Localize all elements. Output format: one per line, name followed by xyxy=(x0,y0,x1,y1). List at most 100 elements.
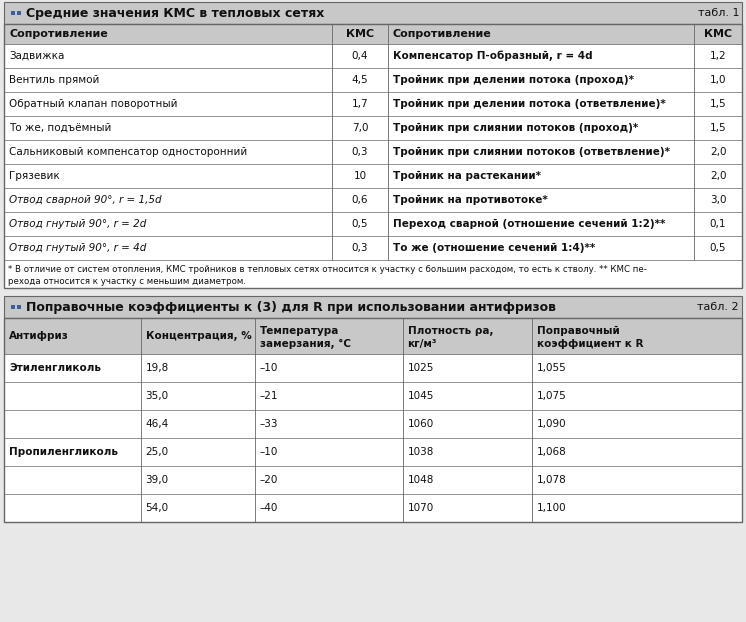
Text: Тройник на противотоке*: Тройник на противотоке* xyxy=(392,195,548,205)
Text: Тройник при слиянии потоков (ответвление)*: Тройник при слиянии потоков (ответвление… xyxy=(392,147,670,157)
Text: табл. 2: табл. 2 xyxy=(698,302,739,312)
Text: Этиленгликоль: Этиленгликоль xyxy=(9,363,101,373)
Bar xyxy=(4,116,742,140)
Bar xyxy=(17,305,21,309)
Bar xyxy=(4,140,742,164)
Text: КМС: КМС xyxy=(704,29,732,39)
Bar xyxy=(4,44,742,68)
Bar xyxy=(4,188,742,212)
Text: Грязевик: Грязевик xyxy=(9,171,60,181)
Text: Тройник при слиянии потоков (проход)*: Тройник при слиянии потоков (проход)* xyxy=(392,123,638,133)
Text: 1,100: 1,100 xyxy=(536,503,566,513)
Text: 35,0: 35,0 xyxy=(145,391,169,401)
Bar xyxy=(4,24,742,288)
Text: 1,7: 1,7 xyxy=(352,99,369,109)
Text: 1,0: 1,0 xyxy=(709,75,727,85)
Text: 0,5: 0,5 xyxy=(709,243,727,253)
Text: 1,075: 1,075 xyxy=(536,391,566,401)
Text: Сальниковый компенсатор односторонний: Сальниковый компенсатор односторонний xyxy=(9,147,247,157)
Text: 0,3: 0,3 xyxy=(352,243,369,253)
Text: рехода относится к участку с меньшим диаметром.: рехода относится к участку с меньшим диа… xyxy=(8,277,246,285)
Text: Задвижка: Задвижка xyxy=(9,51,64,61)
Text: 1,5: 1,5 xyxy=(709,123,727,133)
Bar xyxy=(4,318,742,522)
Text: Тройник при делении потока (ответвление)*: Тройник при делении потока (ответвление)… xyxy=(392,99,665,109)
Text: 2,0: 2,0 xyxy=(709,147,727,157)
Text: Температура: Температура xyxy=(260,325,339,336)
Text: Плотность ρа,: Плотность ρа, xyxy=(407,325,493,336)
Text: кг/м³: кг/м³ xyxy=(407,339,437,349)
Bar xyxy=(4,410,742,438)
Text: –33: –33 xyxy=(260,419,278,429)
Bar xyxy=(4,92,742,116)
Text: 1048: 1048 xyxy=(407,475,434,485)
Text: 1,078: 1,078 xyxy=(536,475,566,485)
Bar xyxy=(4,236,742,260)
Text: КМС: КМС xyxy=(346,29,374,39)
Bar xyxy=(4,318,742,354)
Text: –10: –10 xyxy=(260,363,278,373)
Text: 1,5: 1,5 xyxy=(709,99,727,109)
Text: Тройник при делении потока (проход)*: Тройник при делении потока (проход)* xyxy=(392,75,634,85)
Bar xyxy=(4,354,742,382)
Text: 1045: 1045 xyxy=(407,391,434,401)
Text: 1038: 1038 xyxy=(407,447,434,457)
Text: Средние значения КМС в тепловых сетях: Средние значения КМС в тепловых сетях xyxy=(26,6,325,19)
Text: 7,0: 7,0 xyxy=(352,123,369,133)
Text: Поправочный: Поправочный xyxy=(536,325,619,336)
Text: Пропиленгликоль: Пропиленгликоль xyxy=(9,447,118,457)
Text: Отвод гнутый 90°, r = 2d: Отвод гнутый 90°, r = 2d xyxy=(9,219,146,229)
Bar xyxy=(11,305,15,309)
Text: 1,068: 1,068 xyxy=(536,447,566,457)
Bar xyxy=(4,466,742,494)
Text: 1060: 1060 xyxy=(407,419,433,429)
Bar xyxy=(4,296,742,318)
Text: Тройник на растекании*: Тройник на растекании* xyxy=(392,171,541,181)
Text: 1025: 1025 xyxy=(407,363,434,373)
Text: 2,0: 2,0 xyxy=(709,171,727,181)
Bar xyxy=(11,11,15,15)
Text: 0,3: 0,3 xyxy=(352,147,369,157)
Text: 3,0: 3,0 xyxy=(709,195,727,205)
Text: Поправочные коэффициенты к (3) для R при использовании антифризов: Поправочные коэффициенты к (3) для R при… xyxy=(26,300,556,313)
Text: 0,1: 0,1 xyxy=(709,219,727,229)
Text: Обратный клапан поворотный: Обратный клапан поворотный xyxy=(9,99,178,109)
Text: –10: –10 xyxy=(260,447,278,457)
Text: Антифриз: Антифриз xyxy=(9,331,69,341)
Text: Отвод сварной 90°, r = 1,5d: Отвод сварной 90°, r = 1,5d xyxy=(9,195,162,205)
Text: замерзания, °С: замерзания, °С xyxy=(260,339,351,349)
Text: –40: –40 xyxy=(260,503,278,513)
Text: 0,4: 0,4 xyxy=(352,51,369,61)
Text: То же, подъёмный: То же, подъёмный xyxy=(9,123,111,133)
Text: 1,090: 1,090 xyxy=(536,419,566,429)
Text: 0,5: 0,5 xyxy=(352,219,369,229)
Text: –20: –20 xyxy=(260,475,278,485)
Text: Сопротивление: Сопротивление xyxy=(9,29,107,39)
Text: 10: 10 xyxy=(354,171,366,181)
Bar xyxy=(4,438,742,466)
Bar xyxy=(4,68,742,92)
Text: * В отличие от систем отопления, КМС тройников в тепловых сетях относится к учас: * В отличие от систем отопления, КМС тро… xyxy=(8,264,647,274)
Text: 4,5: 4,5 xyxy=(352,75,369,85)
Bar xyxy=(4,24,742,44)
Bar xyxy=(4,382,742,410)
Text: 39,0: 39,0 xyxy=(145,475,169,485)
Text: 1070: 1070 xyxy=(407,503,433,513)
Bar xyxy=(4,260,742,288)
Text: Концентрация, %: Концентрация, % xyxy=(145,331,251,341)
Text: Переход сварной (отношение сечений 1:2)**: Переход сварной (отношение сечений 1:2)*… xyxy=(392,219,665,229)
Text: –21: –21 xyxy=(260,391,278,401)
Text: 19,8: 19,8 xyxy=(145,363,169,373)
Bar xyxy=(4,494,742,522)
Text: 1,2: 1,2 xyxy=(709,51,727,61)
Text: 1,055: 1,055 xyxy=(536,363,566,373)
Text: Компенсатор П-образный, r = 4d: Компенсатор П-образный, r = 4d xyxy=(392,51,592,61)
Text: 46,4: 46,4 xyxy=(145,419,169,429)
Bar xyxy=(4,212,742,236)
Text: 25,0: 25,0 xyxy=(145,447,169,457)
Text: 54,0: 54,0 xyxy=(145,503,169,513)
Text: Отвод гнутый 90°, r = 4d: Отвод гнутый 90°, r = 4d xyxy=(9,243,146,253)
Text: То же (отношение сечений 1:4)**: То же (отношение сечений 1:4)** xyxy=(392,243,595,253)
Bar xyxy=(17,11,21,15)
Text: 0,6: 0,6 xyxy=(352,195,369,205)
